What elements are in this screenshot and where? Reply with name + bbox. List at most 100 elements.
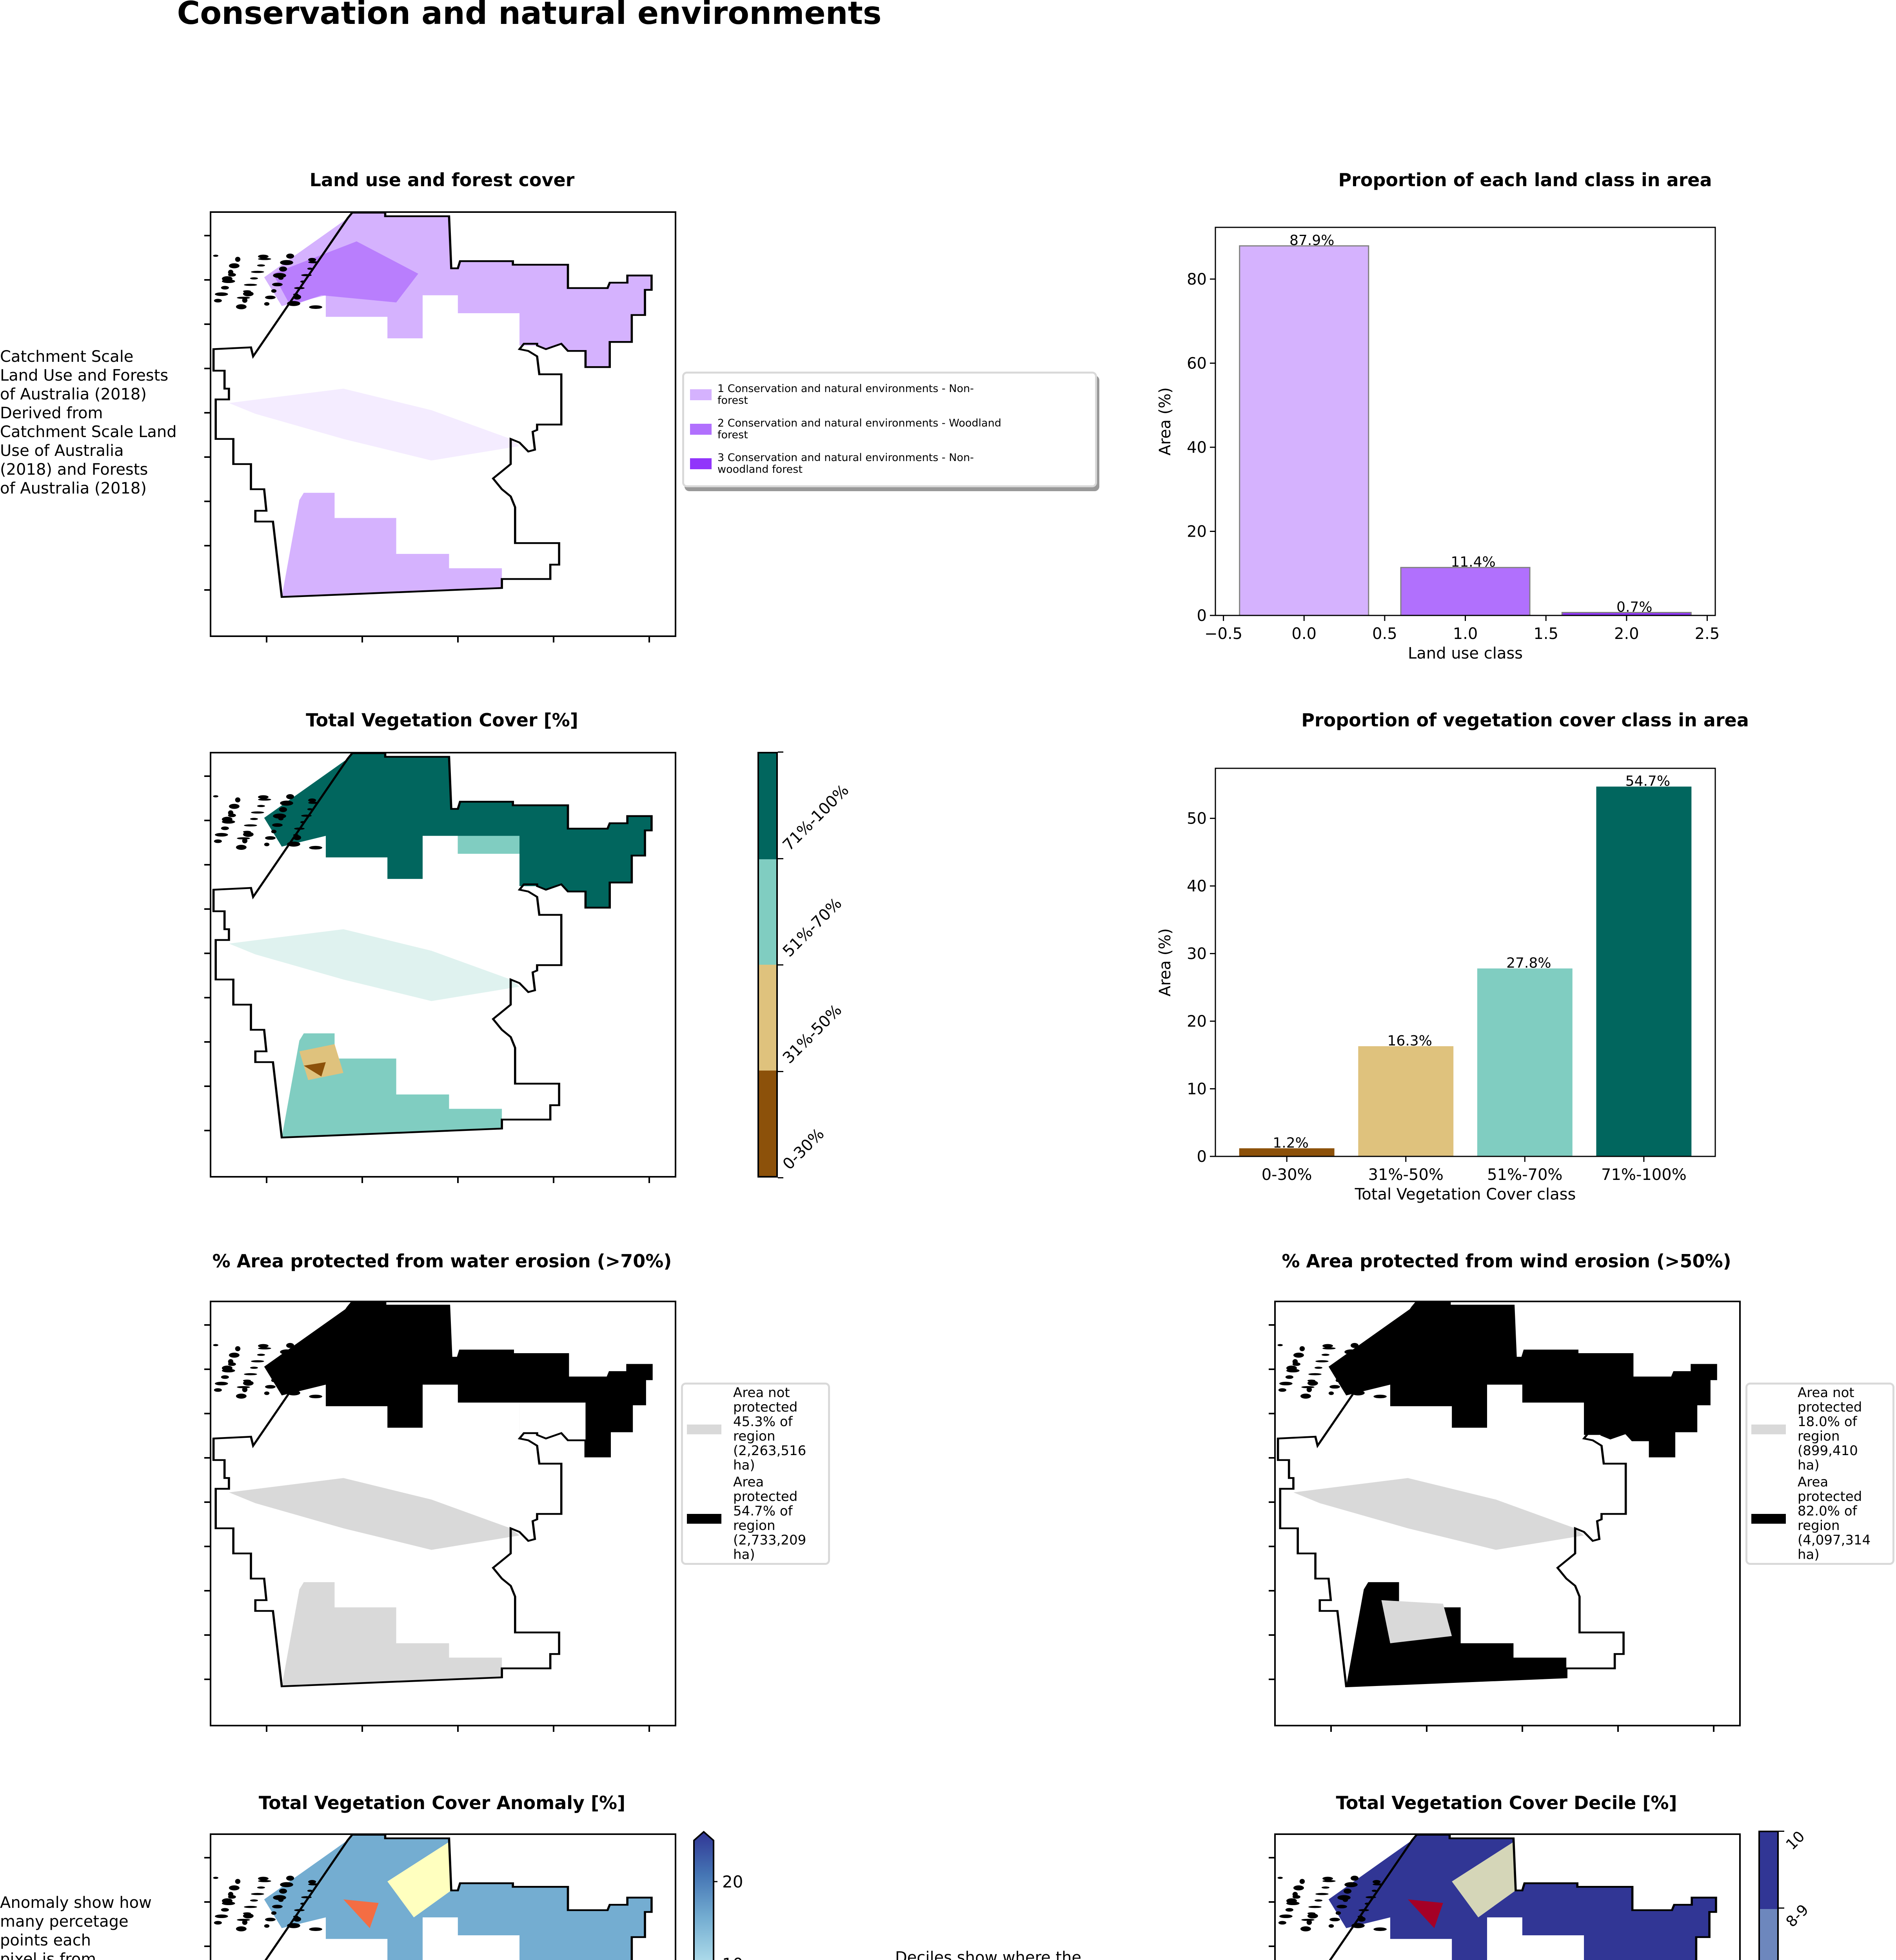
map-canvas (212, 213, 653, 598)
y-axis-label: Area (%) (1156, 387, 1174, 456)
colorbar-tick (778, 751, 783, 753)
y-tick-label: 30 (1187, 945, 1207, 963)
map-y-tick (204, 1085, 210, 1087)
coastline-island (1307, 1912, 1316, 1915)
legend-item: 1 Conservation and natural environments … (688, 377, 1091, 412)
map-y-tick (1269, 1945, 1274, 1947)
tvc-map (210, 752, 676, 1178)
coastline-island (235, 1346, 241, 1351)
coastline-island (294, 1376, 305, 1379)
coastline-island (1373, 1927, 1387, 1931)
colorbar-segment (1760, 1909, 1777, 1960)
map-fill-area (264, 1835, 652, 1960)
colorbar-label: 31%-50% (779, 1001, 846, 1067)
coastline-island (1277, 1344, 1283, 1347)
coastline-island (221, 1375, 229, 1379)
coastline-island (244, 283, 257, 286)
coastline-island (307, 1889, 313, 1892)
map-y-tick (1269, 1634, 1274, 1636)
map-x-tick (1617, 1726, 1619, 1732)
coastline-island (236, 845, 247, 850)
land-use-map (210, 211, 676, 637)
coastline-island (1315, 1893, 1329, 1895)
coastline-island (251, 1360, 264, 1363)
map-fill-area (1293, 1478, 1584, 1550)
region-boundary (212, 1302, 653, 1688)
coastline-island (1336, 1372, 1347, 1376)
coastline-island (1278, 1921, 1286, 1925)
coastline-island (1358, 1909, 1369, 1911)
coastline-island (308, 261, 319, 263)
region-group (213, 1835, 653, 1960)
y-tick-label: 40 (1187, 877, 1207, 895)
colorbar-segment (759, 965, 776, 1071)
x-tick-label: 31%-50% (1368, 1166, 1444, 1184)
coastline-island (264, 1924, 270, 1928)
decile-map (1274, 1833, 1741, 1960)
coastline-island (272, 1905, 283, 1909)
land-use-map-title: Land use and forest cover (309, 169, 575, 191)
map-canvas (212, 753, 653, 1139)
coastline-island (257, 805, 265, 807)
coastline-island (1357, 1916, 1366, 1922)
coastline-island (308, 1880, 316, 1884)
x-tick-label: 71%-100% (1601, 1166, 1687, 1184)
map-y-tick (204, 864, 210, 866)
coastline-island (265, 836, 276, 840)
coastline-island (1373, 1350, 1383, 1353)
map-fill-area (1452, 1842, 1516, 1918)
anomaly-map-title: Total Vegetation Cover Anomaly [%] (258, 1792, 626, 1813)
coastline-island (213, 254, 218, 257)
decile-map-title: Total Vegetation Cover Decile [%] (1336, 1792, 1677, 1813)
bar-data-label: 0.7% (1616, 599, 1652, 615)
coastline-island (287, 841, 300, 847)
coastline-island (236, 304, 247, 309)
coastline-island (1300, 1394, 1311, 1399)
coastline-island (1322, 1880, 1336, 1882)
coastline-island (258, 798, 271, 801)
coastline-island (1344, 1882, 1358, 1887)
coastline-island (273, 813, 286, 819)
map-y-tick (204, 1901, 210, 1903)
wind-erosion-map (1274, 1301, 1741, 1726)
colorbar-label: 8-9 (1782, 1901, 1812, 1931)
coastline-island (244, 1906, 257, 1908)
coastline-island (1322, 1344, 1333, 1348)
coastline-island (235, 257, 241, 262)
water-erosion-map (210, 1301, 676, 1726)
legend-swatch (1751, 1514, 1786, 1524)
coastline-island (258, 1347, 271, 1350)
map-y-tick (1269, 1546, 1274, 1547)
coastline-island (237, 837, 250, 840)
legend-swatch (690, 424, 712, 435)
coastline-island (273, 273, 286, 278)
coastline-island (272, 823, 283, 827)
coastline-island (258, 1880, 271, 1882)
map-x-tick (361, 637, 363, 642)
coastline-island (228, 270, 234, 275)
map-y-tick (204, 1634, 210, 1636)
bar (1596, 786, 1692, 1156)
coastline-island (271, 1911, 277, 1915)
map-fill-area (229, 388, 520, 461)
coastline-island (294, 828, 305, 830)
map-canvas (212, 1302, 653, 1688)
colorbar-tick (778, 858, 783, 859)
legend-label: Area not protected 18.0% of region (899,… (1798, 1385, 1862, 1473)
map-y-tick (204, 368, 210, 369)
coastline-island (258, 254, 269, 258)
map-y-tick (204, 1501, 210, 1503)
map-x-tick (648, 1726, 650, 1732)
coastline-island (228, 1892, 234, 1897)
colorbar-tick (1779, 1831, 1784, 1832)
coastline-island (1357, 1383, 1363, 1385)
coastline-island (236, 1394, 247, 1399)
coastline-island (1350, 1343, 1359, 1348)
tvc-colorbar-labels: 0-30% 31%-50% 51%-70% 71%-100% (778, 751, 895, 1178)
coastline-island (229, 1885, 240, 1891)
coastline-island (229, 1352, 240, 1358)
legend-item: 2 Conservation and natural environments … (688, 412, 1091, 446)
coastline-island (265, 1385, 276, 1389)
coastline-island (300, 280, 306, 283)
colorbar-segment (759, 1070, 776, 1176)
